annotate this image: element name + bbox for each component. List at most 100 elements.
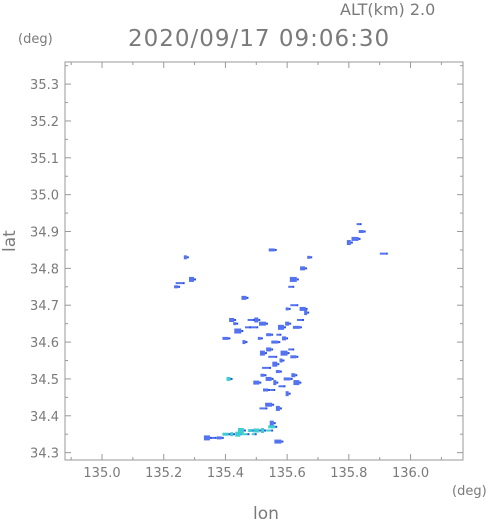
echo-speck	[279, 407, 282, 410]
echo-cell-blue	[291, 373, 296, 378]
echo-speck	[252, 429, 255, 432]
echo-speck	[271, 429, 274, 432]
x-tick-label: 135.0	[83, 466, 120, 481]
echo-cell-blue	[274, 439, 282, 444]
echo-cell-blue	[268, 355, 276, 358]
echo-cell-blue	[276, 333, 280, 336]
x-tick-label: 135.6	[269, 466, 306, 481]
echo-cell-blue	[307, 255, 311, 259]
echo-speck	[277, 363, 280, 366]
echo-cell-blue	[272, 361, 278, 367]
echo-cell-blue	[260, 373, 265, 377]
echo-cell-blue	[346, 240, 351, 246]
echo-cell-blue	[265, 376, 272, 381]
echo-cell-blue	[293, 380, 300, 386]
echo-speck	[269, 366, 272, 369]
echo-cell-cyan	[248, 429, 253, 433]
echo-speck	[236, 322, 239, 325]
echo-speck	[221, 436, 224, 439]
echo-cell-blue	[269, 420, 274, 426]
echo-speck	[283, 326, 286, 329]
echo-speck	[268, 388, 271, 391]
y-tick-label: 34.9	[30, 226, 59, 241]
echo-cell-blue	[263, 388, 269, 392]
echo-cell-blue	[288, 285, 293, 288]
echo-speck	[245, 341, 248, 344]
echo-cell-blue	[296, 318, 302, 321]
echo-cell-blue	[271, 340, 279, 344]
echo-cell-blue	[258, 321, 266, 326]
echo-cell-blue	[229, 317, 235, 322]
echo-cell-blue	[259, 407, 266, 410]
x-tick-label: 135.2	[145, 466, 182, 481]
x-tick-label: 135.4	[207, 466, 244, 481]
echo-speck	[234, 318, 237, 321]
echo-cell-blue	[283, 377, 291, 381]
echo-cell-blue	[379, 252, 386, 255]
echo-speck	[290, 377, 293, 380]
echo-speck	[299, 326, 302, 329]
echo-cell-cyan	[230, 432, 234, 437]
echo-speck	[228, 337, 231, 340]
echo-cell-blue	[292, 325, 300, 329]
y-tick-label: 34.6	[30, 336, 59, 351]
echo-speck	[385, 252, 388, 255]
echo-speck	[292, 285, 295, 288]
echo-cell-blue	[216, 436, 222, 440]
echo-cell-blue	[280, 350, 288, 356]
echo-cell-blue	[259, 350, 265, 356]
echo-speck	[296, 304, 299, 307]
echo-cell-blue	[273, 380, 277, 386]
echo-cell-blue	[282, 336, 287, 341]
echo-speck	[307, 311, 310, 314]
echo-cell-blue	[290, 355, 297, 359]
echo-speck	[286, 337, 289, 340]
echo-cell-blue	[266, 347, 272, 352]
x-tick-label: 135.8	[330, 466, 367, 481]
echo-cell-blue	[304, 310, 308, 316]
echo-cell-cyan	[240, 433, 248, 436]
echo-speck	[310, 256, 313, 259]
echo-cell-blue	[254, 317, 259, 323]
echo-speck	[275, 425, 278, 428]
timestamp-title: 2020/09/17 09:06:30	[128, 26, 391, 52]
echo-speck	[358, 237, 361, 240]
echo-cell-blue	[289, 276, 297, 282]
echo-speck	[296, 355, 299, 358]
echo-speck	[256, 326, 259, 329]
echo-speck	[249, 326, 252, 329]
echo-speck	[288, 392, 291, 395]
echo-cell-cyan	[253, 428, 260, 433]
echo-speck	[264, 374, 267, 377]
echo-cell-blue	[242, 340, 246, 345]
echo-speck	[275, 355, 278, 358]
echo-cell-blue	[257, 336, 261, 340]
echo-speck	[247, 433, 250, 436]
y-tick-label: 34.8	[30, 262, 59, 277]
echo-speck	[274, 248, 277, 251]
echo-cell-blue	[285, 391, 289, 397]
echo-speck	[363, 230, 366, 233]
echo-speck	[241, 330, 244, 333]
echo-speck	[186, 256, 189, 259]
echo-speck	[287, 352, 290, 355]
echo-speck	[359, 223, 362, 226]
echo-cell-blue	[211, 436, 215, 439]
y-tick-label: 35.0	[30, 189, 59, 204]
echo-speck	[258, 318, 261, 321]
echo-speck	[282, 359, 285, 362]
echo-speck	[295, 374, 298, 377]
echo-speck	[259, 429, 262, 432]
echo-speck	[260, 337, 263, 340]
echo-cell-blue	[278, 385, 284, 388]
echo-cell-blue	[203, 435, 210, 441]
echo-speck	[296, 278, 299, 281]
echo-speck	[273, 422, 276, 425]
echo-cell-cyan	[226, 376, 231, 381]
echo-cell-blue	[265, 402, 273, 407]
echo-cell-blue	[279, 358, 283, 363]
echo-cell-blue	[247, 318, 253, 321]
y-tick-label: 34.5	[30, 373, 59, 388]
echo-speck	[264, 352, 267, 355]
